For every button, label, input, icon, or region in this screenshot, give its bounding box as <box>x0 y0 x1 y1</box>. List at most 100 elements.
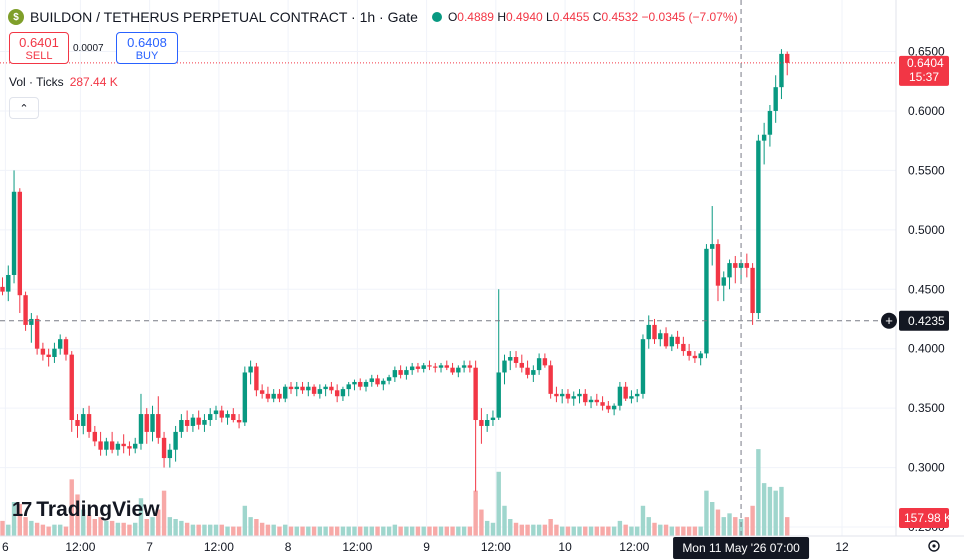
candle-body <box>496 372 501 418</box>
settings-gear-center <box>932 544 936 548</box>
candle-body <box>773 87 778 111</box>
volume-bar <box>167 517 173 536</box>
volume-bar <box>340 526 346 536</box>
candle <box>104 437 109 456</box>
volume-bar <box>202 524 207 536</box>
time-tick-label: 9 <box>423 540 430 554</box>
candle-body <box>392 370 398 378</box>
candle-body <box>704 248 709 354</box>
last-price-label: 0.6404 <box>907 56 944 70</box>
candle <box>433 362 438 373</box>
candle <box>692 351 698 363</box>
candle <box>750 263 755 325</box>
volume-bar <box>635 526 640 536</box>
candles <box>0 49 790 492</box>
high-value: 0.4940 <box>506 10 543 24</box>
price-tick-label: 0.5000 <box>908 223 945 237</box>
volume-bar <box>17 503 23 536</box>
candle-body <box>404 370 409 375</box>
volume-bar <box>265 524 271 536</box>
candle-body <box>104 441 109 450</box>
candle <box>231 408 236 423</box>
candle <box>519 354 524 373</box>
candle <box>225 410 230 425</box>
ohlc-readout: O0.4889 H0.4940 L0.4455 C0.4532 −0.0345 … <box>447 10 738 24</box>
candle-body <box>259 390 265 394</box>
candle <box>283 384 288 403</box>
price-tick-label: 0.4000 <box>908 342 945 356</box>
candle-body <box>231 414 236 421</box>
volume-bar <box>652 522 657 536</box>
candle <box>473 360 478 492</box>
candle <box>669 334 675 352</box>
candle-body <box>467 365 473 368</box>
candle-body <box>761 134 767 141</box>
candle-body <box>646 324 651 340</box>
candle-body <box>721 277 726 286</box>
candle-body <box>138 414 144 444</box>
volume-bar <box>317 526 323 536</box>
volume-legend-label: Vol · Ticks <box>9 75 64 89</box>
candle-body <box>63 339 69 355</box>
volume-bar <box>40 524 46 536</box>
volume-bar <box>646 517 651 536</box>
candle <box>254 362 259 397</box>
candle <box>502 354 507 385</box>
candle <box>733 255 738 284</box>
crosshair-add-icon <box>881 312 897 329</box>
candle-body <box>542 358 548 366</box>
volume-bar <box>323 526 328 536</box>
candle-body <box>502 360 507 373</box>
volume-bar <box>121 522 126 536</box>
candle <box>456 365 461 378</box>
volume-bar <box>640 505 646 536</box>
market-open-icon <box>431 12 442 22</box>
volume-bar <box>686 526 692 536</box>
candle-body <box>300 386 305 391</box>
candle-body <box>121 443 126 447</box>
volume-bar <box>179 520 184 536</box>
volume-bar <box>398 526 403 536</box>
candle <box>409 362 415 375</box>
candle <box>715 239 721 302</box>
buy-button[interactable]: 0.6408 BUY <box>116 32 178 64</box>
volume-bar <box>588 526 594 536</box>
candle-body <box>311 386 317 394</box>
volume-bar <box>23 517 28 536</box>
volume-bar <box>698 526 703 536</box>
candle-body <box>490 417 496 421</box>
volume-bar <box>381 526 386 536</box>
symbol-title[interactable]: BUILDON / TETHERUS PERPETUAL CONTRACT · … <box>30 9 418 25</box>
candle <box>583 389 588 406</box>
candle <box>98 431 103 456</box>
sell-button[interactable]: 0.6401 SELL <box>9 32 69 64</box>
candle-body <box>294 386 299 390</box>
volume-value-tag <box>899 508 949 528</box>
volume-bar <box>150 517 155 536</box>
volume-bar <box>69 479 74 536</box>
candle <box>306 381 311 397</box>
volume-bar <box>156 509 161 536</box>
candle <box>710 206 715 266</box>
volume-bar <box>248 517 253 536</box>
candle <box>531 365 536 382</box>
price-tick-label: 0.6500 <box>908 45 945 59</box>
candle <box>479 408 484 444</box>
settings-gear-icon <box>928 540 940 552</box>
candle <box>156 396 161 444</box>
candle-body <box>17 191 23 296</box>
candle-body <box>450 367 455 373</box>
volume-bar <box>415 526 421 536</box>
time-tick-label: 12:00 <box>619 540 649 554</box>
candle-body <box>115 443 121 450</box>
volume-bar <box>438 526 444 536</box>
collapse-legend-button[interactable]: ⌃ <box>9 97 39 119</box>
candle-body <box>577 393 582 397</box>
candle-body <box>669 336 675 347</box>
candle <box>329 381 334 394</box>
time-tick-label: 12 <box>835 540 849 554</box>
candle-body <box>686 351 692 356</box>
volume-legend[interactable]: Vol · Ticks 287.44 K <box>9 75 118 89</box>
candle <box>629 390 634 404</box>
